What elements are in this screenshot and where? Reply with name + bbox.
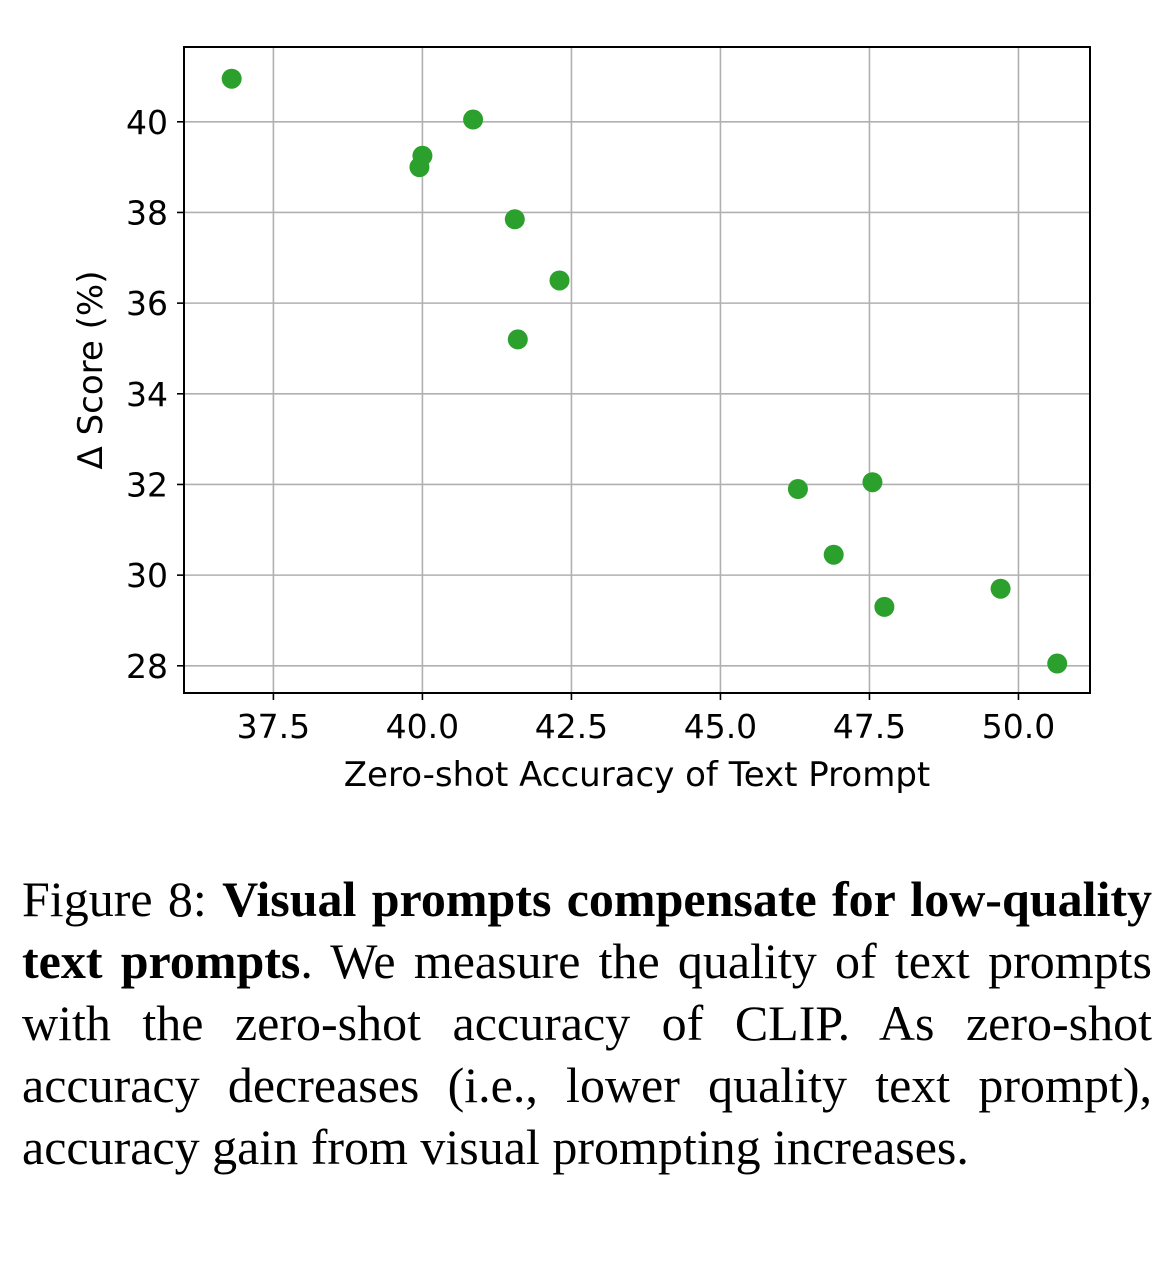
x-tick-label: 50.0	[982, 707, 1055, 746]
caption-text: . We measure the quality of text prompts…	[22, 933, 1152, 1175]
scatter-point	[409, 157, 430, 178]
caption-bold: Visual prompts compensate for low-qualit…	[22, 871, 1152, 989]
data-points	[221, 68, 1068, 674]
figure-caption: Figure 8: Visual prompts compensate for …	[22, 868, 1152, 1178]
plot-frame	[183, 46, 1091, 694]
scatter-point	[463, 109, 484, 130]
y-tick-label: 30	[126, 556, 168, 595]
caption-prefix: Figure 8:	[22, 871, 223, 927]
x-tick-label: 37.5	[237, 707, 310, 746]
x-axis-label: Zero-shot Accuracy of Text Prompt	[344, 755, 931, 795]
scatter-chart: 37.5 40.0 42.5 45.0 47.5 50.0 28 30 32 34 36 38 40 Z…	[71, 46, 1091, 795]
scatter-point	[874, 596, 895, 617]
scatter-point	[507, 329, 528, 350]
x-tick-label: 45.0	[684, 707, 757, 746]
y-tick-label: 34	[126, 375, 168, 414]
y-tick-label: 32	[126, 465, 168, 504]
x-tick-label: 42.5	[535, 707, 608, 746]
scatter-point	[823, 544, 844, 565]
x-tick-label: 47.5	[833, 707, 906, 746]
x-tick-label: 40.0	[386, 707, 459, 746]
y-axis-label: Δ Score (%)	[71, 271, 111, 470]
y-tick-label: 40	[126, 103, 168, 142]
scatter-point	[221, 68, 242, 89]
axis-ticks: 37.5 40.0 42.5 45.0 47.5 50.0 28 30 32 34 36 38 40	[126, 103, 1055, 746]
scatter-point	[1047, 653, 1068, 674]
scatter-point	[504, 209, 525, 230]
y-tick-label: 28	[126, 647, 168, 686]
y-tick-label: 38	[126, 193, 168, 232]
grid	[184, 47, 1090, 693]
y-tick-label: 36	[126, 284, 168, 323]
scatter-point	[862, 472, 883, 493]
scatter-point	[990, 578, 1011, 599]
scatter-point	[549, 270, 570, 291]
scatter-point	[787, 479, 808, 499]
